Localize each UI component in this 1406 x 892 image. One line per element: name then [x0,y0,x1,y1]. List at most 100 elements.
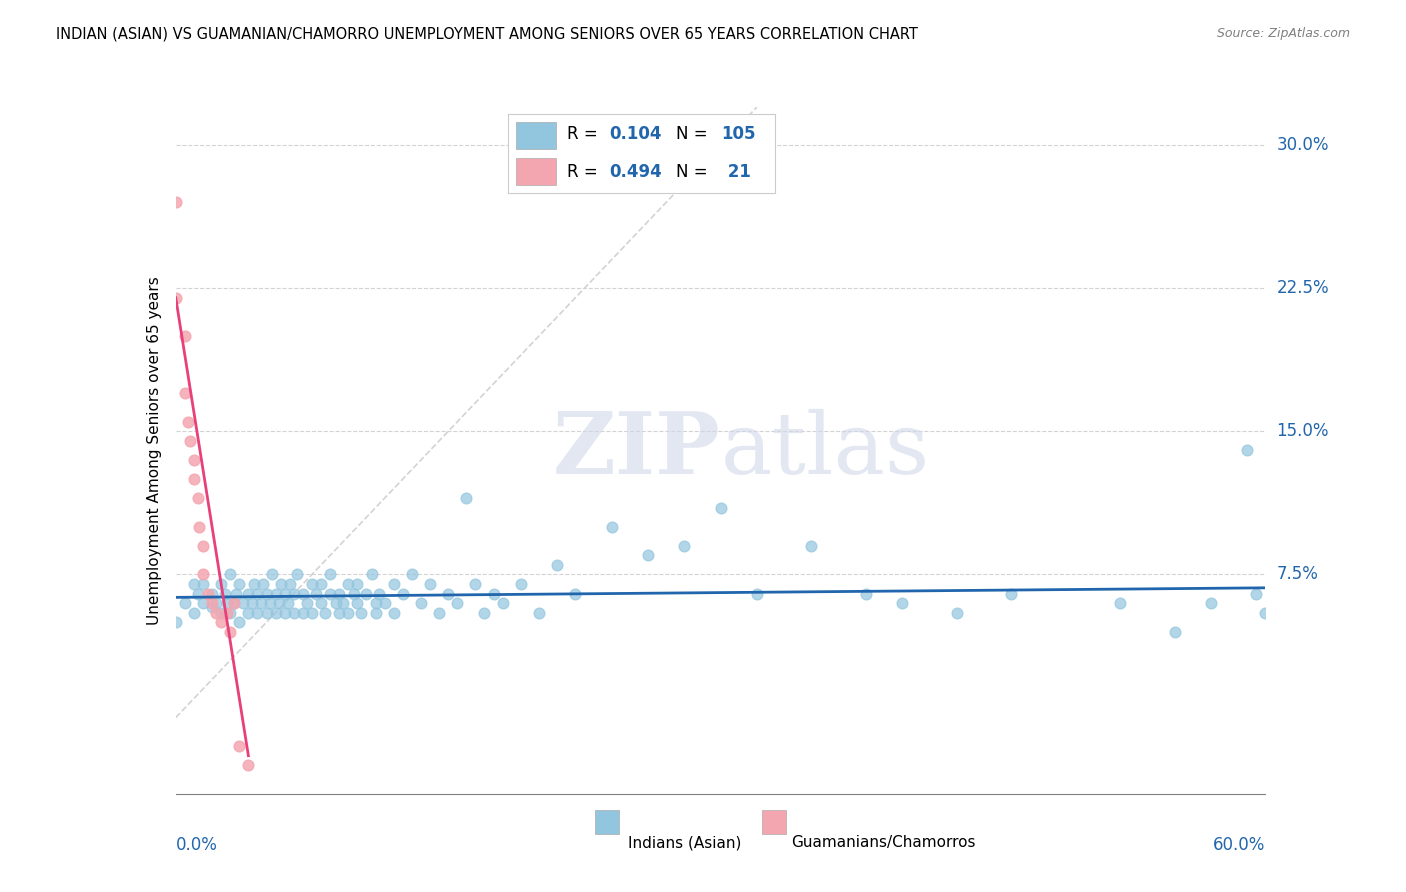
Point [710,500,733,515]
Point [228,739,250,754]
Point [252,577,274,591]
Point [350,606,373,620]
Point [1199,596,1222,610]
Point [278,577,301,591]
Point [246,586,269,600]
Point [1246,586,1268,600]
Point [356,586,378,600]
Point [209,606,232,620]
Point [183,606,205,620]
FancyBboxPatch shape [516,158,557,185]
Point [1254,606,1277,620]
Text: N =: N = [676,162,707,180]
Point [238,606,260,620]
Point [264,606,287,620]
Point [215,606,238,620]
Text: 15.0%: 15.0% [1277,423,1329,441]
Point [173,596,195,610]
Point [197,586,219,600]
Point [173,329,195,343]
Text: ZIP: ZIP [553,409,721,492]
Point [891,596,914,610]
Point [301,606,323,620]
Point [274,606,297,620]
Point [337,606,360,620]
Point [209,615,232,630]
Point [179,434,201,448]
Point [283,586,305,600]
Point [855,586,877,600]
Point [291,586,314,600]
Point [401,567,423,582]
Point [201,596,224,610]
Point [264,586,287,600]
Text: atlas: atlas [721,409,929,492]
Point [215,596,238,610]
Point [464,577,486,591]
Point [456,491,478,505]
Point [509,577,531,591]
Point [274,586,297,600]
Point [219,567,242,582]
Point [219,606,242,620]
Point [246,606,269,620]
Point [173,386,195,401]
Point [446,596,468,610]
Point [637,549,659,563]
Point [183,453,205,467]
Point [238,586,260,600]
Point [228,577,250,591]
Point [225,586,247,600]
Point [209,577,232,591]
Point [256,606,278,620]
Point [188,520,211,534]
Text: 105: 105 [721,126,756,144]
Point [270,577,292,591]
Point [673,539,696,553]
Point [186,586,209,600]
Point [564,586,586,600]
Point [337,577,360,591]
Text: Source: ZipAtlas.com: Source: ZipAtlas.com [1216,27,1350,40]
Point [240,596,263,610]
Point [165,615,187,630]
Y-axis label: Unemployment Among Seniors over 65 years: Unemployment Among Seniors over 65 years [146,277,162,624]
Point [492,596,515,610]
Point [232,596,254,610]
Point [319,586,342,600]
Point [328,586,350,600]
Point [314,606,336,620]
Point [256,586,278,600]
Point [228,615,250,630]
Point [800,539,823,553]
Point [183,472,205,486]
Text: 21: 21 [721,162,751,180]
Point [600,520,623,534]
Text: R =: R = [567,126,598,144]
Point [1109,596,1132,610]
Point [243,577,266,591]
Point [283,606,305,620]
Point [277,596,299,610]
Point [165,291,187,305]
Point [177,415,200,429]
Point [238,758,260,772]
Point [364,596,387,610]
Point [546,558,568,572]
Point [437,586,460,600]
Point [745,586,768,600]
Point [214,586,236,600]
Text: R =: R = [567,162,598,180]
Text: 0.494: 0.494 [610,162,662,180]
Point [287,567,309,582]
Point [291,606,314,620]
Point [368,586,391,600]
Text: 30.0%: 30.0% [1277,136,1329,154]
Point [325,596,347,610]
Point [191,539,214,553]
Point [301,577,323,591]
Point [945,606,967,620]
Point [219,624,242,639]
Point [482,586,505,600]
Point [328,606,350,620]
